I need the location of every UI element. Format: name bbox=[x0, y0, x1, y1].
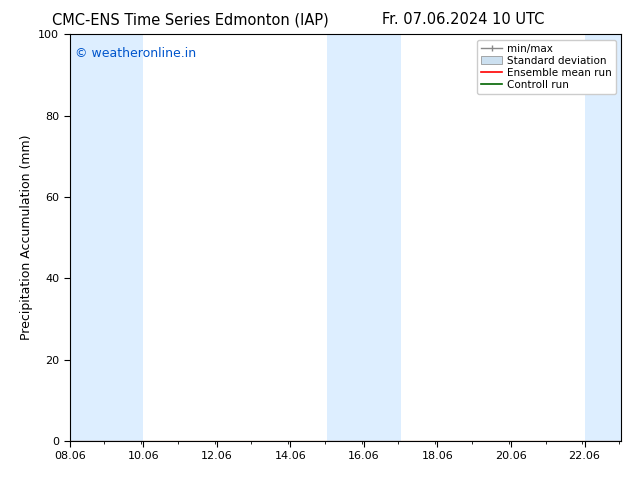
Legend: min/max, Standard deviation, Ensemble mean run, Controll run: min/max, Standard deviation, Ensemble me… bbox=[477, 40, 616, 94]
Text: Fr. 07.06.2024 10 UTC: Fr. 07.06.2024 10 UTC bbox=[382, 12, 544, 27]
Text: © weatheronline.in: © weatheronline.in bbox=[75, 47, 197, 59]
Bar bbox=[70, 34, 143, 441]
Text: CMC-ENS Time Series Edmonton (IAP): CMC-ENS Time Series Edmonton (IAP) bbox=[52, 12, 328, 27]
Y-axis label: Precipitation Accumulation (mm): Precipitation Accumulation (mm) bbox=[20, 135, 33, 341]
Bar bbox=[585, 34, 621, 441]
Bar bbox=[327, 34, 401, 441]
